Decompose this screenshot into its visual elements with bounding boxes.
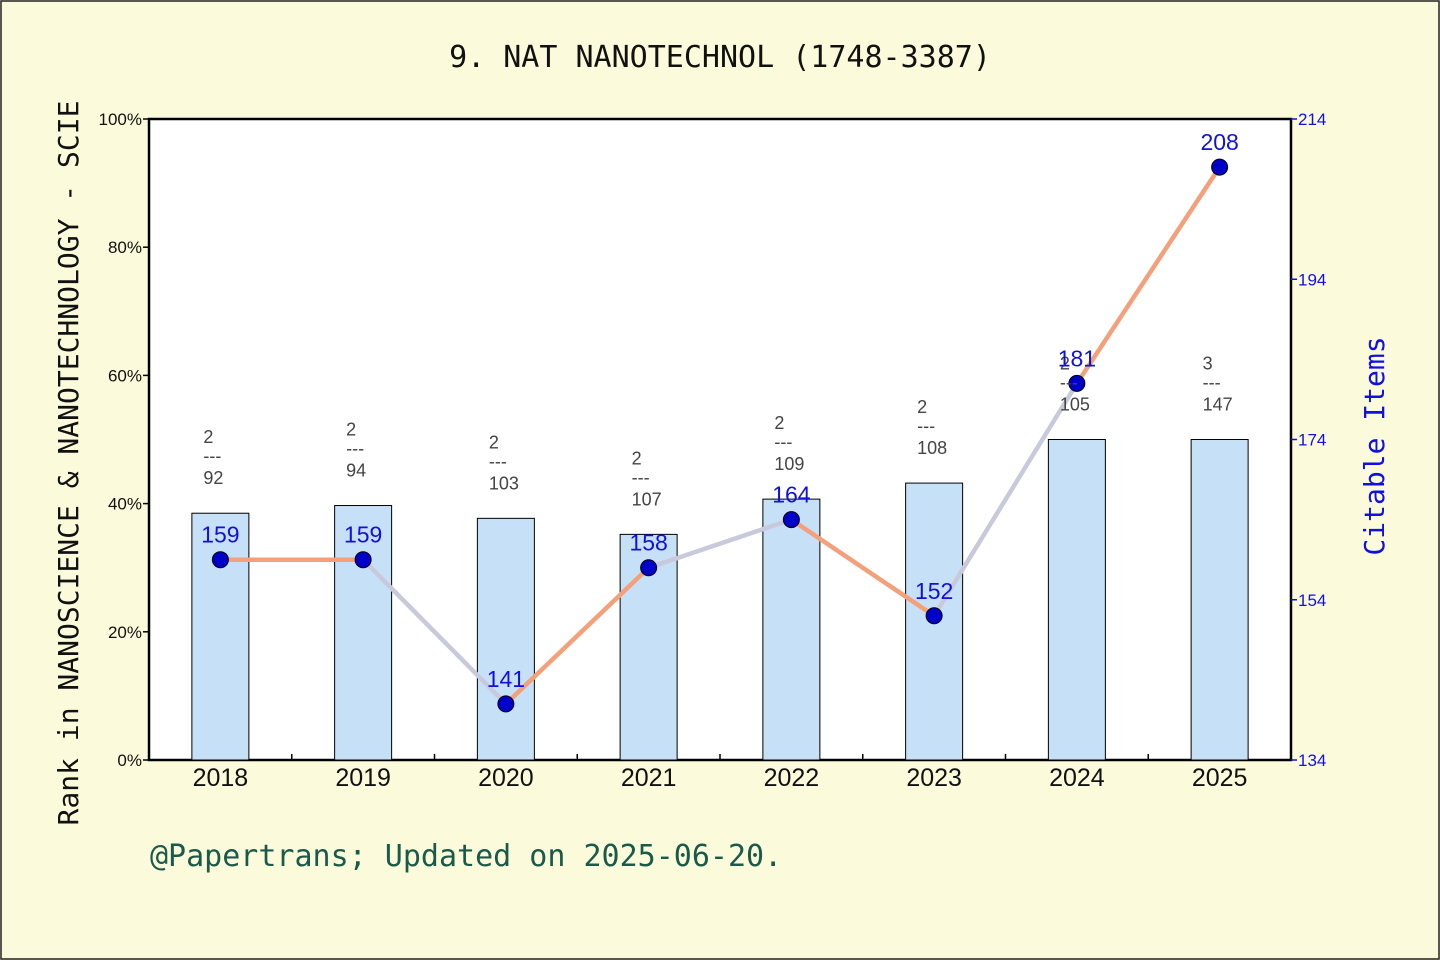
- point-2021: [640, 559, 658, 577]
- line-segment-2020-2021: [503, 565, 651, 707]
- y-left-tick-label: 100%: [99, 110, 142, 129]
- left-axis: 0% 20% 40% 60% 80% 100%: [99, 110, 149, 770]
- point-2023: [925, 607, 943, 625]
- bar-2018: [191, 512, 250, 761]
- y-right-tick-label: 154: [1298, 591, 1326, 610]
- rank-total-label: 147: [1203, 395, 1233, 415]
- point-value-label: 141: [487, 666, 525, 692]
- x-tick-label: 2020: [478, 764, 534, 792]
- rank-separator-label: ---: [917, 416, 935, 436]
- point-2024: [1068, 374, 1086, 392]
- x-tick-label: 2023: [906, 764, 962, 792]
- rank-number-label: 2: [203, 427, 213, 447]
- point-2022: [782, 511, 800, 529]
- rank-labels-layer: 2---922---942---1032---1072---1092---108…: [203, 354, 1232, 510]
- x-tick-label: 2024: [1049, 764, 1105, 792]
- point-2019: [354, 551, 372, 569]
- rank-total-label: 105: [1060, 395, 1090, 415]
- y-left-tick-label: 80%: [108, 238, 142, 257]
- bar-2020: [476, 517, 535, 761]
- bar-2024: [1047, 439, 1106, 761]
- x-tick-label: 2019: [335, 764, 391, 792]
- rank-separator-label: ---: [632, 467, 650, 487]
- bar-2022: [762, 498, 821, 761]
- line-segment-2024-2025: [1074, 164, 1222, 386]
- rank-number-label: 2: [632, 448, 642, 468]
- line-segment-2022-2023: [789, 517, 937, 619]
- line-segment-2021-2022: [646, 517, 794, 570]
- rank-total-label: 103: [489, 473, 519, 493]
- rank-separator-label: ---: [1060, 373, 1078, 393]
- point-value-label: 159: [344, 522, 382, 548]
- plot-area: [147, 117, 1293, 762]
- rank-separator-label: ---: [774, 432, 792, 452]
- rank-total-label: 92: [203, 468, 223, 488]
- rank-total-label: 109: [774, 454, 804, 474]
- rank-number-label: 2: [346, 420, 356, 440]
- point-value-label: 159: [201, 522, 239, 548]
- point-labels-layer: 159 159 141 158 164 152 181 208: [201, 129, 1239, 692]
- rank-separator-label: ---: [346, 439, 364, 459]
- rank-total-label: 94: [346, 461, 366, 481]
- y-left-tick-label: 20%: [108, 623, 142, 642]
- y-right-tick-label: 174: [1298, 431, 1326, 450]
- rank-number-label: 2: [489, 432, 499, 452]
- y-right-tick-label: 194: [1298, 270, 1326, 289]
- y-left-tick-label: 0%: [117, 751, 142, 770]
- rank-number-label: 2: [774, 413, 784, 433]
- point-2020: [497, 695, 515, 713]
- point-value-label: 164: [772, 482, 811, 508]
- rank-number-label: 3: [1203, 354, 1213, 374]
- y-axis-right-label: Citable Items: [1358, 336, 1391, 555]
- bar-2025: [1190, 439, 1249, 761]
- x-tick-label: 2018: [193, 764, 249, 792]
- line-layer: [218, 164, 1222, 707]
- rank-number-label: 2: [917, 397, 927, 417]
- point-value-label: 208: [1200, 129, 1238, 155]
- chart-title: 9. NAT NANOTECHNOL (1748-3387): [449, 40, 991, 75]
- point-value-label: 158: [629, 530, 667, 556]
- y-left-tick-label: 60%: [108, 366, 142, 385]
- rank-total-label: 108: [917, 438, 947, 458]
- y-axis-left-label: Rank in NANOSCIENCE & NANOTECHNOLOGY - S…: [52, 101, 85, 826]
- point-2025: [1211, 158, 1229, 176]
- rank-total-label: 107: [632, 489, 662, 509]
- point-2018: [211, 551, 229, 569]
- rank-number-label: 2: [1060, 354, 1070, 374]
- rank-separator-label: ---: [489, 451, 507, 471]
- point-value-label: 181: [1058, 345, 1096, 371]
- x-tick-label: 2025: [1192, 764, 1248, 792]
- rank-separator-label: ---: [1203, 373, 1221, 393]
- bar-2019: [334, 505, 393, 761]
- line-segment-2023-2024: [931, 381, 1080, 619]
- rank-separator-label: ---: [203, 446, 221, 466]
- x-axis: 2018 2019 2020 2021 2022 2023 2024 2025: [193, 754, 1248, 792]
- points-layer: [211, 158, 1229, 713]
- right-axis: 134 154 174 194 214: [1291, 110, 1326, 770]
- y-right-tick-label: 214: [1298, 110, 1326, 129]
- x-tick-label: 2022: [764, 764, 820, 792]
- point-value-label: 152: [915, 578, 953, 604]
- x-tick-label: 2021: [621, 764, 677, 792]
- line-segment-2019-2020: [360, 557, 509, 707]
- y-right-tick-label: 134: [1298, 751, 1326, 770]
- y-left-tick-label: 40%: [108, 495, 142, 514]
- footer-credit: @Papertrans; Updated on 2025-06-20.: [150, 839, 782, 874]
